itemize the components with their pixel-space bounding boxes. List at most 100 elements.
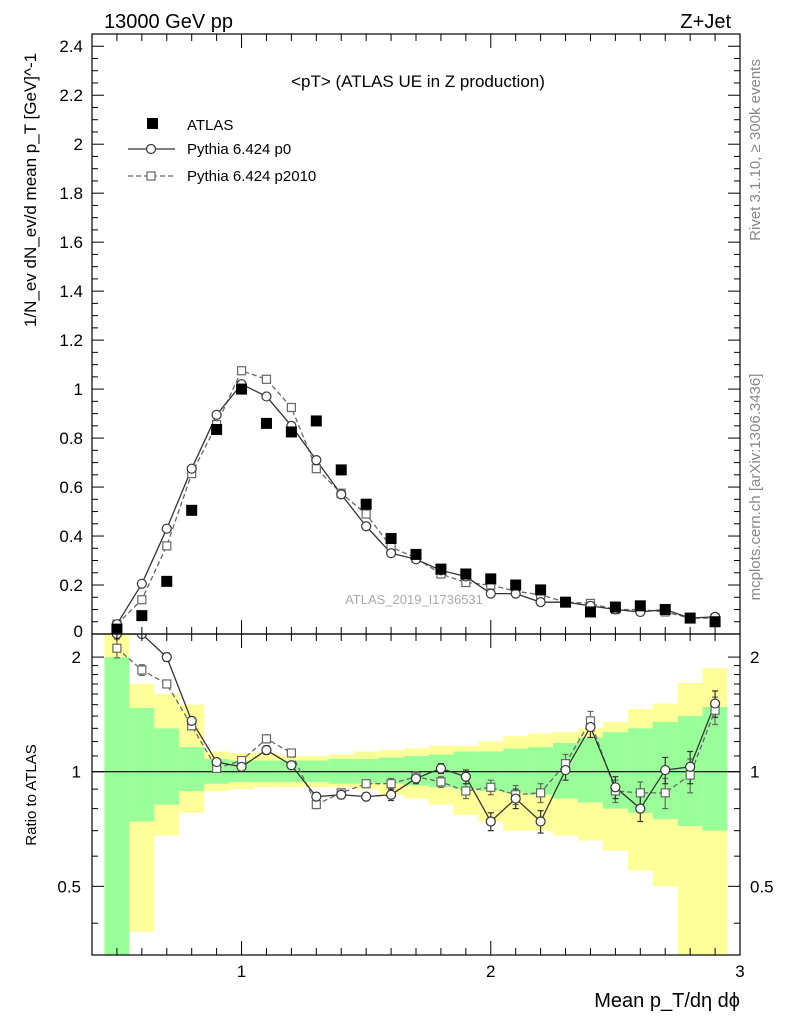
main-ytick-label: 0.4 [59, 527, 83, 546]
ratio-point-p2010 [461, 786, 471, 796]
ratio-xtick-label: 2 [486, 962, 495, 981]
ratio-ytick-label-right: 1 [750, 763, 759, 782]
legend-p0-marker [145, 143, 157, 155]
ratio-point-p0 [585, 721, 596, 733]
ratio-point-p2010 [361, 779, 371, 789]
point-atlas [485, 573, 497, 585]
ratio-point-p0 [286, 760, 297, 771]
ratio-ytick-label-left: 0.5 [57, 877, 81, 896]
point-p0 [186, 463, 197, 474]
band-green-bin [702, 706, 728, 831]
point-atlas [634, 600, 646, 612]
point-atlas [709, 616, 721, 628]
ratio-point-p0 [709, 698, 721, 709]
legend: ATLAS Pythia 6.424 p0 Pythia 6.424 p2010 [128, 117, 316, 185]
legend-p2010-marker [146, 171, 156, 181]
ratio-point-p2010 [660, 788, 670, 798]
ratio-point-p0 [485, 816, 496, 827]
analysis-watermark: ATLAS_2019_I1736531 [345, 592, 483, 607]
legend-atlas-marker [147, 118, 158, 129]
point-atlas [161, 575, 173, 587]
point-p0 [161, 523, 172, 534]
point-p2010 [311, 464, 321, 474]
ratio-point-p0 [685, 761, 696, 772]
point-atlas [584, 606, 596, 618]
ratio-point-p0 [560, 764, 571, 776]
point-atlas [360, 498, 372, 510]
legend-atlas-label: ATLAS [187, 117, 233, 134]
ratio-point-p2010 [286, 748, 296, 758]
point-p2010 [162, 541, 172, 551]
header-right: Z+Jet [680, 11, 731, 33]
point-p0 [136, 578, 147, 589]
ratio-ytick-label-right: 0.5 [750, 877, 774, 896]
point-atlas [236, 383, 248, 395]
main-ylabel: 1/N_ev dN_ev/d mean p_T [GeV]^-1 [21, 53, 40, 327]
point-atlas [435, 563, 447, 575]
ratio-point-p0 [435, 763, 447, 774]
ratio-point-p0 [236, 761, 247, 772]
point-p0 [336, 489, 347, 500]
point-p0 [361, 521, 372, 532]
main-title: <pT> (ATLAS UE in Z production) [291, 72, 545, 91]
ratio-xtick-label: 1 [237, 962, 246, 981]
ratio-ytick-label-left: 2 [72, 648, 81, 667]
point-p0 [385, 548, 397, 559]
ratio-point-p0 [211, 756, 222, 768]
ratio-point-p0 [361, 791, 372, 802]
band-green-bin [129, 708, 155, 822]
ratio-point-p0 [261, 744, 272, 756]
point-atlas [460, 568, 472, 580]
point-atlas [385, 532, 397, 544]
ratio-point-p0 [635, 803, 646, 814]
point-p0 [535, 597, 546, 608]
point-p2010 [236, 366, 247, 376]
point-p0 [485, 588, 496, 599]
ratio-point-p0 [161, 652, 172, 663]
ratio-point-p0 [660, 764, 671, 776]
ratio-point-p0 [311, 791, 322, 802]
point-p0 [211, 409, 222, 420]
ratio-point-p0 [385, 789, 397, 800]
ratio-point-p0 [460, 771, 471, 782]
ratio-ytick-label-right: 2 [750, 648, 759, 667]
series-line-p0 [116, 383, 716, 625]
legend-p0-label: Pythia 6.424 p0 [187, 141, 291, 158]
main-ytick-label: 1.2 [59, 331, 83, 350]
ratio-point-p0 [336, 789, 347, 800]
point-p0 [311, 455, 322, 466]
ratio-point-p2010 [486, 782, 496, 792]
series-line-p2010 [116, 369, 716, 625]
main-ytick-label: 1.4 [59, 282, 83, 301]
main-ytick-label: 1.8 [59, 184, 83, 203]
ratio-point-p2010 [635, 788, 645, 798]
main-ytick-label: 1.6 [59, 233, 83, 252]
ratio-point-p0 [610, 782, 621, 793]
point-atlas [510, 579, 522, 591]
ratio-point-p2010 [261, 734, 272, 744]
point-atlas [560, 596, 572, 608]
main-ytick-label: 2 [74, 135, 83, 154]
main-ytick-label: 0.8 [59, 429, 83, 448]
point-atlas [260, 417, 272, 429]
point-atlas [535, 584, 547, 596]
ratio-point-p0 [535, 816, 546, 827]
ratio-point-p2010 [536, 788, 546, 798]
point-atlas [684, 612, 696, 624]
main-ytick-label: 0.2 [59, 576, 83, 595]
ratio-xtick-label: 3 [735, 962, 744, 981]
ratio-point-p2010 [162, 679, 172, 689]
ratio-ytick-label-left: 1 [72, 763, 81, 782]
rivet-label: Rivet 3.1.10, ≥ 300k events [747, 59, 764, 241]
ratio-point-p2010 [685, 770, 695, 780]
point-atlas [310, 415, 322, 427]
ratio-point-p2010 [436, 777, 446, 787]
ratio-point-p2010 [112, 643, 122, 653]
ratio-ylabel: Ratio to ATLAS [23, 744, 40, 845]
band-green-bin [179, 747, 205, 791]
point-atlas [609, 601, 621, 613]
main-ytick-label: 1 [74, 380, 83, 399]
ratio-point-p0 [410, 773, 422, 784]
point-p0 [261, 391, 272, 402]
